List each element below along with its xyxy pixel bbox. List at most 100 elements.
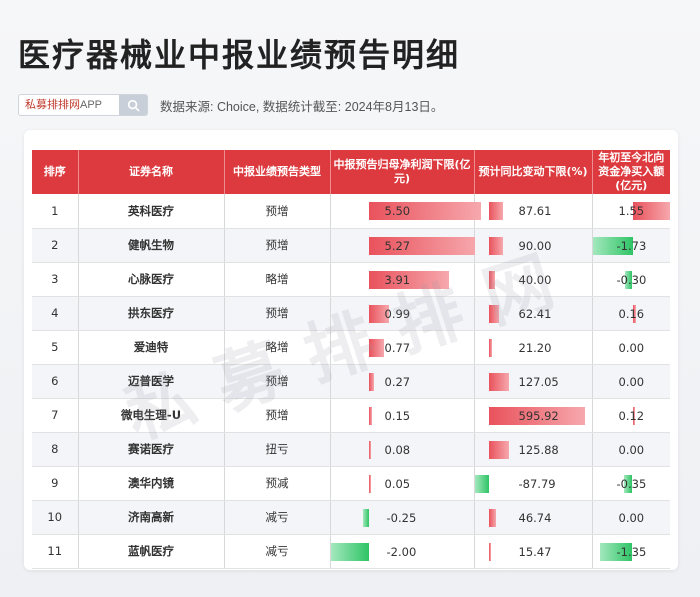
profit-value: 3.91: [384, 272, 411, 287]
change-value: 15.47: [518, 544, 552, 559]
cell-change: 46.74: [474, 500, 593, 535]
profit-bar: [368, 474, 371, 493]
table-row: 7 微电生理-U 预增 0.15 595.92 0.12: [32, 398, 670, 433]
cell-profit: 3.91: [330, 262, 475, 297]
cell-profit: -0.25: [330, 500, 475, 535]
flow-bar: [600, 542, 633, 561]
cell-flow: -0.30: [592, 262, 670, 297]
flow-bar: [624, 474, 633, 493]
cell-flow: 0.12: [592, 398, 670, 433]
change-value: 595.92: [518, 408, 559, 423]
cell-change: 87.61: [474, 194, 593, 229]
cell-name: 迈普医学: [78, 364, 225, 399]
change-value: 40.00: [518, 272, 552, 287]
profit-bar: [368, 406, 372, 425]
cell-profit: 0.15: [330, 398, 475, 433]
change-value: 125.88: [518, 442, 559, 457]
profit-value: 0.05: [384, 476, 411, 491]
cell-type: 减亏: [224, 500, 331, 535]
cell-rank: 11: [32, 534, 79, 569]
brand-search-box[interactable]: 私募排排网APP: [18, 94, 148, 116]
cell-type: 略增: [224, 262, 331, 297]
table-row: 10 济南高新 减亏 -0.25 46.74 0.00: [32, 500, 670, 535]
change-value: 87.61: [518, 204, 552, 218]
flow-value: 0.00: [618, 510, 645, 525]
table-row: 5 爱迪特 略增 0.77 21.20 0.00: [32, 330, 670, 365]
profit-value: -0.25: [386, 510, 417, 525]
flow-bar: [592, 236, 633, 255]
cell-type: 预减: [224, 466, 331, 501]
table-row: 8 赛诺医疗 扭亏 0.08 125.88 0.00: [32, 432, 670, 467]
profit-value: 5.50: [384, 204, 411, 218]
cell-change: -87.79: [474, 466, 593, 501]
flow-value: 0.00: [618, 442, 645, 457]
cell-name: 健帆生物: [78, 228, 225, 263]
flow-bar: [632, 304, 637, 323]
forecast-table: 排序 证券名称 中报业绩预告类型 中报预告归母净利润下限(亿元) 预计同比变动下…: [32, 150, 670, 569]
cell-change: 62.41: [474, 296, 593, 331]
header-change: 预计同比变动下限(%): [474, 150, 593, 194]
cell-change: 40.00: [474, 262, 593, 297]
change-value: 21.20: [518, 340, 552, 355]
profit-bar: [368, 202, 482, 220]
cell-rank: 2: [32, 228, 79, 263]
change-bar: [474, 474, 489, 493]
change-bar: [488, 440, 510, 459]
header-name: 证券名称: [78, 150, 225, 194]
profit-value: 0.99: [384, 306, 411, 321]
change-bar: [488, 338, 492, 357]
cell-profit: 0.27: [330, 364, 475, 399]
brand-name: 私募排排网: [25, 99, 80, 111]
cell-rank: 5: [32, 330, 79, 365]
cell-profit: 0.05: [330, 466, 475, 501]
change-value: 46.74: [518, 510, 552, 525]
search-button[interactable]: [119, 95, 147, 115]
brand-suffix: APP: [80, 99, 103, 111]
table-row: 2 健帆生物 预增 5.27 90.00 -1.73: [32, 228, 670, 263]
flow-value: 1.55: [618, 204, 645, 218]
cell-name: 爱迪特: [78, 330, 225, 365]
cell-rank: 10: [32, 500, 79, 535]
cell-flow: -1.35: [592, 534, 670, 569]
cell-profit: 0.99: [330, 296, 475, 331]
cell-rank: 6: [32, 364, 79, 399]
change-bar: [488, 542, 492, 561]
cell-profit: -2.00: [330, 534, 475, 569]
data-source-note: 数据来源: Choice, 数据统计截至: 2024年8月13日。: [160, 100, 444, 114]
cell-name: 英科医疗: [78, 194, 225, 229]
cell-flow: 0.00: [592, 500, 670, 535]
cell-rank: 7: [32, 398, 79, 433]
cell-type: 预增: [224, 194, 331, 229]
cell-rank: 4: [32, 296, 79, 331]
cell-type: 略增: [224, 330, 331, 365]
cell-flow: 1.55: [592, 194, 670, 229]
page-title: 医疗器械业中报业绩预告明细: [18, 36, 461, 74]
cell-name: 微电生理-U: [78, 398, 225, 433]
cell-flow: 0.16: [592, 296, 670, 331]
profit-bar: [363, 508, 369, 527]
cell-name: 蓝帆医疗: [78, 534, 225, 569]
header-profit: 中报预告归母净利润下限(亿元): [330, 150, 475, 194]
table-row: 4 拱东医疗 预增 0.99 62.41 0.16: [32, 296, 670, 331]
profit-bar: [368, 270, 449, 289]
cell-change: 15.47: [474, 534, 593, 569]
change-value: 62.41: [518, 306, 552, 321]
profit-value: 5.27: [384, 238, 411, 253]
profit-value: -2.00: [386, 544, 417, 559]
table-row: 3 心脉医疗 略增 3.91 40.00 -0.30: [32, 262, 670, 297]
cell-change: 125.88: [474, 432, 593, 467]
cell-type: 预增: [224, 228, 331, 263]
table-row: 6 迈普医学 预增 0.27 127.05 0.00: [32, 364, 670, 399]
profit-value: 0.15: [384, 408, 411, 423]
flow-bar: [632, 406, 636, 425]
profit-value: 0.08: [384, 442, 411, 457]
profit-bar: [368, 304, 389, 323]
cell-name: 拱东医疗: [78, 296, 225, 331]
flow-value: -1.35: [616, 544, 647, 559]
header-type: 中报业绩预告类型: [224, 150, 331, 194]
flow-bar: [632, 202, 670, 220]
cell-type: 预增: [224, 296, 331, 331]
change-value: 127.05: [518, 374, 559, 389]
change-bar: [488, 270, 496, 289]
profit-bar: [368, 338, 385, 357]
